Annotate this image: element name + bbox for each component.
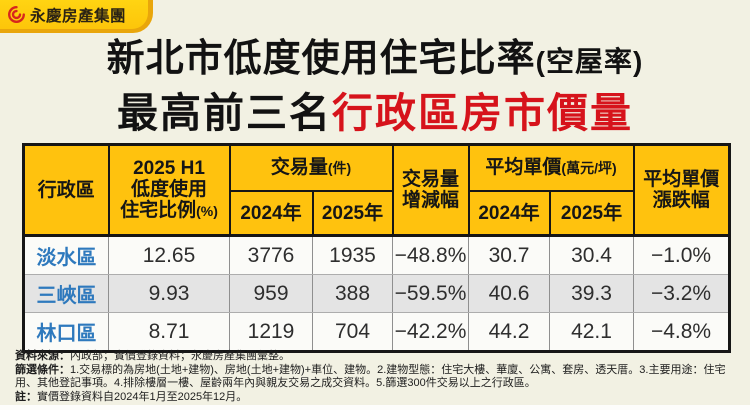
cell-price2024: 30.7 bbox=[468, 235, 550, 275]
cell-district: 林口區 bbox=[23, 312, 109, 352]
cell-vol-change: −42.2% bbox=[392, 312, 469, 352]
brand-name: 永慶房產集團 bbox=[30, 7, 127, 25]
cell-district: 淡水區 bbox=[23, 235, 109, 275]
footnotes: 資料來源：內政部；實價登錄資料；永慶房產集團彙整。 篩選條件：1.交易標的為房地… bbox=[15, 350, 735, 404]
cell-vol2024: 959 bbox=[229, 274, 313, 313]
header-price-2025: 2025年 bbox=[548, 190, 635, 237]
header-price-group: 平均單價(萬元/坪) bbox=[467, 143, 635, 192]
header-district: 行政區 bbox=[22, 143, 110, 237]
footnote-note: 註：實價登錄資料自2024年1月至2025年12月。 bbox=[15, 390, 248, 403]
title-line2-red: 行政區房市價量 bbox=[332, 90, 633, 136]
cell-vol-change: −48.8% bbox=[392, 235, 469, 275]
brand-banner: 永慶房產集團 bbox=[0, 0, 153, 33]
cell-vol2024: 1219 bbox=[229, 312, 313, 352]
table-container: 行政區 2025 H1 低度使用 住宅比例(%) 交易量(件) 交易量 增減幅 … bbox=[22, 143, 732, 353]
cell-price2024: 44.2 bbox=[468, 312, 550, 352]
page-title: 新北市低度使用住宅比率(空屋率) 最高前三名行政區房市價量 bbox=[0, 33, 750, 138]
bottom-strip bbox=[0, 405, 750, 410]
cell-vacancy: 12.65 bbox=[108, 235, 230, 275]
cell-price-change: −4.8% bbox=[633, 312, 731, 352]
header-price-change: 平均單價 漲跌幅 bbox=[632, 143, 731, 237]
cell-price2025: 30.4 bbox=[548, 235, 635, 275]
cell-vol2024: 3776 bbox=[229, 235, 313, 275]
footnote-source: 資料來源：內政部；實價登錄資料；永慶房產集團彙整。 bbox=[15, 350, 290, 362]
cell-price2024: 40.6 bbox=[468, 274, 550, 313]
header-vacancy-rate: 2025 H1 低度使用 住宅比例(%) bbox=[107, 143, 231, 237]
table-row-sanxia: 三峽區 9.93 959 388 −59.5% 40.6 39.3 −3.2% bbox=[23, 274, 731, 313]
cell-vol2025: 704 bbox=[312, 312, 393, 352]
cell-price2025: 42.1 bbox=[548, 312, 635, 352]
cell-vol2025: 388 bbox=[312, 274, 393, 313]
table-row-linkou: 林口區 8.71 1219 704 −42.2% 44.2 42.1 −4.8% bbox=[23, 312, 731, 352]
cell-price-change: −1.0% bbox=[633, 235, 731, 275]
title-line1-main: 新北市低度使用住宅比率 bbox=[106, 38, 536, 80]
cell-price2025: 39.3 bbox=[548, 274, 635, 313]
title-line2-black: 最高前三名 bbox=[117, 90, 332, 136]
brand-banner-inner: 永慶房產集團 bbox=[0, 0, 148, 29]
table-row-danshui: 淡水區 12.65 3776 1935 −48.8% 30.7 30.4 −1.… bbox=[23, 235, 731, 275]
cell-vacancy: 9.93 bbox=[108, 274, 230, 313]
page-title-line1: 新北市低度使用住宅比率(空屋率) bbox=[0, 33, 750, 88]
header-volume-group: 交易量(件) bbox=[228, 143, 394, 192]
cell-price-change: −3.2% bbox=[633, 274, 731, 313]
header-volume-change: 交易量 增減幅 bbox=[391, 143, 470, 237]
cell-vol2025: 1935 bbox=[312, 235, 393, 275]
page-title-line2: 最高前三名行政區房市價量 bbox=[0, 88, 750, 138]
header-price-2024: 2024年 bbox=[467, 190, 551, 237]
header-volume-2024: 2024年 bbox=[228, 190, 314, 237]
data-table: 行政區 2025 H1 低度使用 住宅比例(%) 交易量(件) 交易量 增減幅 … bbox=[22, 143, 732, 353]
cell-vacancy: 8.71 bbox=[108, 312, 230, 352]
footnote-criteria: 篩選條件：1.交易標的為房地(土地+建物)、房地(土地+建物)+車位、建物。2.… bbox=[15, 363, 726, 390]
cell-district: 三峽區 bbox=[23, 274, 109, 313]
cell-vol-change: −59.5% bbox=[392, 274, 469, 313]
title-line1-paren: (空屋率) bbox=[535, 46, 644, 77]
yungching-logo-icon bbox=[8, 6, 25, 23]
header-volume-2025: 2025年 bbox=[311, 190, 394, 237]
